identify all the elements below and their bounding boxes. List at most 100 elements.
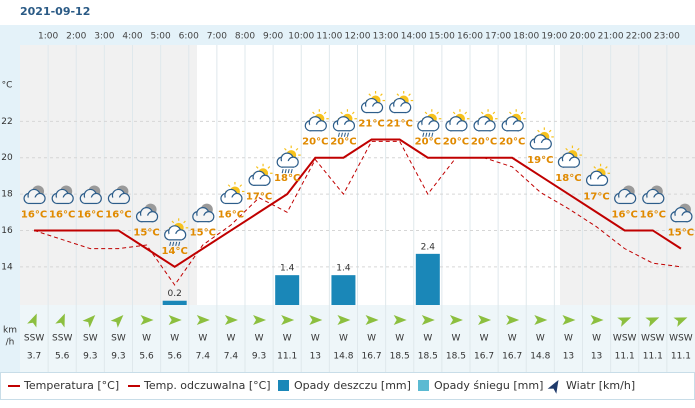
cloud-base: [281, 161, 295, 168]
legend-swatch: [418, 380, 429, 391]
weather-icon: [501, 109, 526, 132]
rain-drop: [287, 168, 290, 174]
sun-ray: [593, 166, 597, 169]
sun-ray: [380, 93, 383, 97]
rain-drop: [425, 132, 428, 137]
cloud-base: [365, 106, 379, 113]
weather-icon: [445, 109, 470, 132]
cloud-base: [534, 142, 548, 149]
temperature-label: 15°C: [190, 228, 216, 239]
wind-direction: W: [367, 334, 376, 344]
sun-ray: [267, 166, 271, 169]
weather-icon: [389, 91, 414, 114]
sun-ray: [492, 111, 496, 115]
sun-ray: [255, 166, 259, 169]
rain-drop: [422, 132, 425, 137]
temperature-label: 16°C: [612, 209, 638, 220]
wind-direction: SSW: [52, 334, 72, 344]
hour-label: 1:00: [38, 32, 58, 42]
temperature-label: 20°C: [302, 137, 328, 148]
weather-icon: [107, 185, 131, 205]
wind-speed: 18.5: [446, 352, 466, 362]
rain-drop: [346, 132, 349, 137]
temperature-label: 18°C: [555, 173, 581, 184]
wind-arrow: [478, 315, 492, 325]
sun-ray: [436, 111, 439, 115]
wind-speed: 5.6: [55, 352, 70, 362]
cloud-base: [618, 197, 632, 204]
wind-direction: W: [255, 334, 264, 344]
wind-speed: 9.3: [252, 352, 266, 362]
cloud-base: [309, 124, 323, 131]
cloud-base: [449, 124, 463, 131]
sun-ray: [480, 111, 484, 115]
weather-icon: [135, 203, 159, 223]
cloud-base: [478, 124, 492, 131]
rain-label: 1.4: [280, 264, 295, 274]
legend-label: Opady śniegu [mm]: [434, 379, 543, 392]
temperature-label: 16°C: [21, 209, 47, 220]
sun-ray: [227, 184, 231, 187]
wind-direction: W: [283, 334, 292, 344]
hour-label: 22:00: [626, 32, 652, 42]
wind-speed: 7.4: [224, 352, 239, 362]
temperature-label: 21°C: [387, 119, 413, 130]
wind-arrow: [534, 315, 548, 325]
weather-icon: [670, 203, 693, 223]
cloud-base: [224, 197, 238, 204]
temperature-label: 20°C: [415, 137, 441, 148]
rain-bar: [162, 300, 187, 305]
wind-arrow: [224, 315, 238, 325]
hour-label: 5:00: [151, 32, 171, 42]
temperature-label: 20°C: [330, 137, 356, 148]
weather-icon: [614, 185, 637, 205]
rain-bar: [331, 275, 356, 305]
legend-label: Temp. odczuwalna [°C]: [143, 379, 271, 392]
sun-ray: [295, 147, 299, 151]
wind-direction: W: [536, 334, 545, 344]
wind-direction: W: [170, 334, 179, 344]
wind-arrow: [110, 315, 124, 328]
sun-ray: [605, 166, 608, 169]
weather-icon: [557, 145, 582, 168]
rain-drop: [172, 241, 175, 246]
wind-speed: 13: [563, 352, 574, 362]
sun-ray: [183, 220, 186, 224]
legend-label: Wiatr [km/h]: [566, 379, 635, 392]
sun-ray: [424, 111, 428, 115]
wind-arrow: [196, 315, 210, 325]
wind-speed: 14.8: [530, 352, 550, 362]
wind-speed: 9.3: [83, 352, 97, 362]
hour-label: 19:00: [541, 32, 567, 42]
sun-ray: [396, 93, 400, 97]
date: 2021-09-12: [20, 5, 90, 18]
cloud-base: [646, 197, 660, 204]
wind-arrow: [449, 315, 463, 325]
rain-drop: [290, 168, 293, 174]
temperature-label: 15°C: [668, 228, 694, 239]
hour-label: 13:00: [373, 32, 399, 42]
weather-icon: [360, 91, 386, 114]
wind-speed: 5.6: [168, 352, 183, 362]
wind-arrow: [421, 315, 435, 325]
wind-speed: 16.7: [502, 352, 522, 362]
wind-speed: 13: [591, 352, 602, 362]
wind-direction: W: [564, 334, 573, 344]
cloud-base: [253, 179, 267, 186]
wind-arrow: [253, 315, 267, 325]
sun-ray: [520, 111, 524, 115]
rain-drop: [340, 132, 343, 137]
hour-label: 17:00: [485, 32, 511, 42]
wind-arrow: [562, 315, 576, 325]
cloud-base: [393, 106, 407, 113]
hour-label: 20:00: [570, 32, 596, 42]
cloud-base: [674, 215, 688, 222]
rain-drop: [169, 241, 172, 246]
wind-speed: 11.1: [277, 352, 297, 362]
wind-speed: 18.5: [390, 352, 410, 362]
temperature-label: 16°C: [49, 209, 75, 220]
cloud-base: [196, 215, 210, 222]
legend-swatch: [278, 380, 289, 391]
cloud-base: [421, 124, 435, 131]
temperature-label: 19°C: [527, 155, 553, 166]
